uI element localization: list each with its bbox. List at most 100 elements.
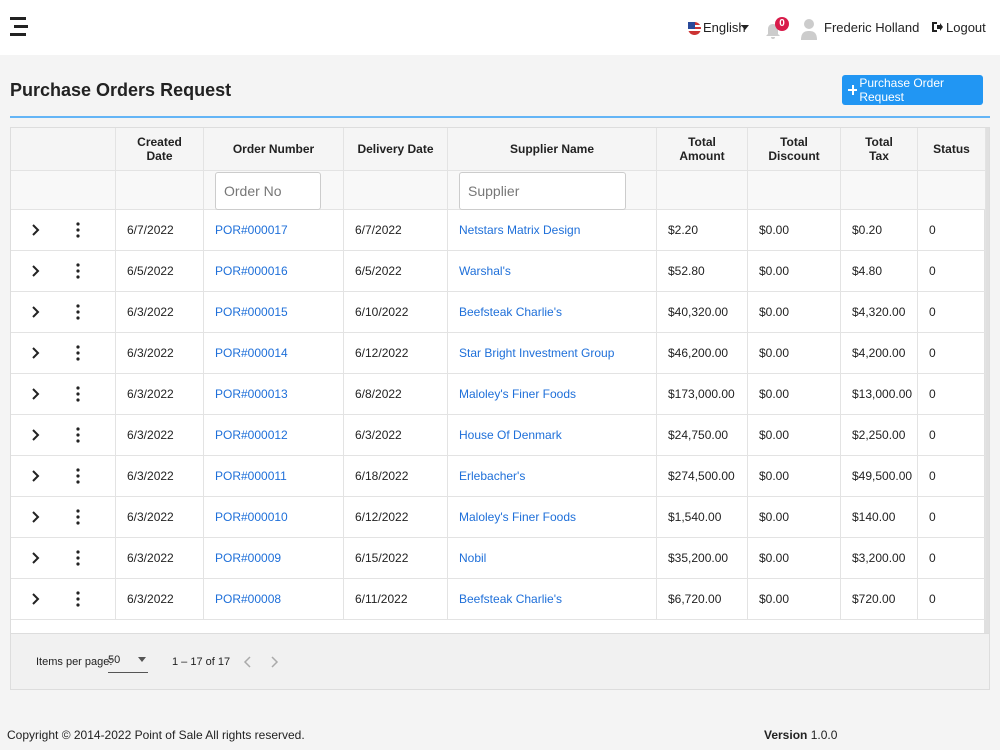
cell: 6/3/2022 xyxy=(116,579,204,620)
column-header-label[interactable]: Order Number xyxy=(232,142,315,156)
column-header-label[interactable]: Total Tax xyxy=(865,135,893,163)
cell: 0 xyxy=(918,251,986,292)
language[interactable]: English xyxy=(703,20,746,35)
cell: $0.00 xyxy=(748,579,841,620)
cell-link[interactable]: Netstars Matrix Design xyxy=(448,210,657,251)
column-header-label[interactable]: Status xyxy=(933,142,970,156)
cell-link[interactable]: POR#000011 xyxy=(204,456,344,497)
cell: 6/8/2022 xyxy=(344,374,448,415)
order-filter[interactable]: Order No xyxy=(215,172,321,210)
cell: $4,320.00 xyxy=(841,292,918,333)
cell-link[interactable]: Beefsteak Charlie's xyxy=(448,579,657,620)
cell: $0.00 xyxy=(748,415,841,456)
cell-link[interactable]: POR#000017 xyxy=(204,210,344,251)
filter-cell xyxy=(657,171,748,210)
orders-table: Created Date Order Number Delivery Date Sup… xyxy=(10,127,990,690)
cell: 0 xyxy=(918,538,986,579)
row-menu[interactable] xyxy=(75,263,81,279)
cell: $2.20 xyxy=(657,210,748,251)
items-per-page-label: Items per page: xyxy=(36,656,113,668)
expand-icon[interactable] xyxy=(31,224,41,236)
page-range: 1 – 17 of 17 xyxy=(172,656,231,668)
menu-icon[interactable] xyxy=(8,15,30,39)
prev-page[interactable] xyxy=(243,656,251,668)
column-header: Created Date xyxy=(116,128,204,171)
page-size-select[interactable]: 50 xyxy=(108,652,148,673)
row-menu[interactable] xyxy=(75,222,81,238)
cell: $1,540.00 xyxy=(657,497,748,538)
row-menu[interactable] xyxy=(75,304,81,320)
row-menu[interactable] xyxy=(75,591,81,607)
row-controls xyxy=(11,333,116,374)
expand-icon[interactable] xyxy=(31,265,41,277)
next-page[interactable] xyxy=(271,656,279,668)
cell-link[interactable]: POR#000015 xyxy=(204,292,344,333)
row-menu[interactable] xyxy=(75,427,81,443)
column-header-label[interactable]: Delivery Date xyxy=(357,142,434,156)
cell-link[interactable]: Maloley's Finer Foods xyxy=(448,497,657,538)
notification-badge: 0 xyxy=(775,17,789,31)
cell-link[interactable]: House Of Denmark xyxy=(448,415,657,456)
row-controls xyxy=(11,497,116,538)
row-controls xyxy=(11,210,116,251)
cell: $0.00 xyxy=(748,538,841,579)
column-header-label[interactable]: Total Discount xyxy=(768,135,820,163)
add-button[interactable]: Purchase Order Request xyxy=(842,75,983,105)
cell-link[interactable]: POR#000016 xyxy=(204,251,344,292)
filter-cell xyxy=(116,171,204,210)
supplier-filter[interactable]: Supplier xyxy=(459,172,626,210)
cell: $24,750.00 xyxy=(657,415,748,456)
expand-icon[interactable] xyxy=(31,388,41,400)
header-cell xyxy=(11,128,116,171)
cell-link[interactable]: POR#000010 xyxy=(204,497,344,538)
expand-icon[interactable] xyxy=(31,429,41,441)
column-header-label[interactable]: Created Date xyxy=(137,135,182,163)
expand-icon[interactable] xyxy=(31,347,41,359)
cell: $0.00 xyxy=(748,456,841,497)
cell: 0 xyxy=(918,374,986,415)
logout[interactable]: Logout xyxy=(946,20,986,35)
cell-link[interactable]: Beefsteak Charlie's xyxy=(448,292,657,333)
expand-icon[interactable] xyxy=(31,470,41,482)
expand-icon[interactable] xyxy=(31,552,41,564)
cell: 6/5/2022 xyxy=(344,251,448,292)
cell: $3,200.00 xyxy=(841,538,918,579)
column-header: Total Amount xyxy=(657,128,748,171)
logout-icon xyxy=(932,22,943,32)
cell: 6/3/2022 xyxy=(116,456,204,497)
row-menu[interactable] xyxy=(75,345,81,361)
expand-icon[interactable] xyxy=(31,306,41,318)
user-name[interactable]: Frederic Holland xyxy=(824,20,920,35)
expand-icon[interactable] xyxy=(31,593,41,605)
top-bar: English 0 Frederic Holland Logout xyxy=(0,0,1000,55)
cell-link[interactable]: Star Bright Investment Group xyxy=(448,333,657,374)
cell: 0 xyxy=(918,497,986,538)
cell-link[interactable]: Warshal's xyxy=(448,251,657,292)
row-controls xyxy=(11,251,116,292)
row-menu[interactable] xyxy=(75,509,81,525)
cell-link[interactable]: POR#00009 xyxy=(204,538,344,579)
cell-link[interactable]: POR#000013 xyxy=(204,374,344,415)
expand-icon[interactable] xyxy=(31,511,41,523)
cell: $0.00 xyxy=(748,210,841,251)
row-controls xyxy=(11,456,116,497)
column-header-label[interactable]: Total Amount xyxy=(679,135,725,163)
cell: $140.00 xyxy=(841,497,918,538)
row-menu[interactable] xyxy=(75,550,81,566)
filter-cell xyxy=(841,171,918,210)
column-header: Status xyxy=(918,128,986,171)
version: Version 1.0.0 xyxy=(764,728,837,742)
cell: 0 xyxy=(918,333,986,374)
cell: 6/18/2022 xyxy=(344,456,448,497)
column-header-label[interactable]: Supplier Name xyxy=(509,142,595,156)
cell-link[interactable]: Nobil xyxy=(448,538,657,579)
row-menu[interactable] xyxy=(75,386,81,402)
column-header: Total Discount xyxy=(748,128,841,171)
cell-link[interactable]: Erlebacher's xyxy=(448,456,657,497)
cell-link[interactable]: POR#000014 xyxy=(204,333,344,374)
cell-link[interactable]: Maloley's Finer Foods xyxy=(448,374,657,415)
row-menu[interactable] xyxy=(75,468,81,484)
cell-link[interactable]: POR#00008 xyxy=(204,579,344,620)
cell: $0.00 xyxy=(748,374,841,415)
cell-link[interactable]: POR#000012 xyxy=(204,415,344,456)
